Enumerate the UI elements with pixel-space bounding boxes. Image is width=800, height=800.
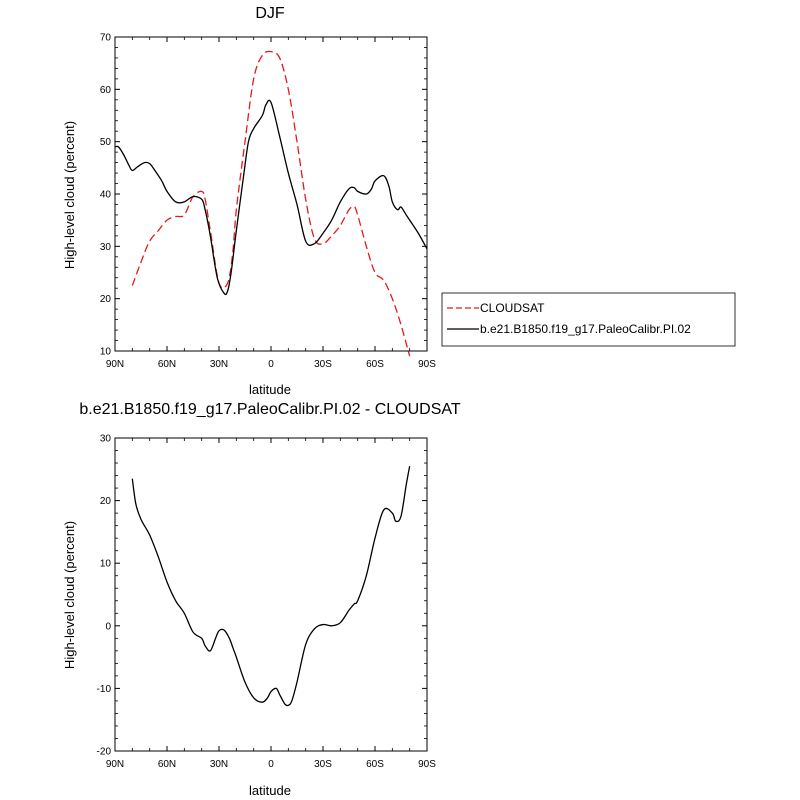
bottom-y-axis-label: High-level cloud (percent)	[62, 521, 77, 669]
top-y-tick-label: 30	[100, 242, 112, 253]
bottom-x-tick-label: 60S	[366, 759, 384, 770]
top-x-tick-label: 90N	[106, 359, 124, 370]
top-series-line-0	[131, 50, 411, 357]
bottom-y-tick-label: 30	[100, 434, 112, 445]
top-y-tick-label: 20	[100, 294, 112, 305]
bottom-y-tick-label: -20	[97, 747, 112, 758]
top-y-tick-label: 40	[100, 190, 112, 201]
top-x-tick-label: 60S	[366, 359, 384, 370]
legend-box	[441, 292, 736, 347]
legend: CLOUDSAT b.e21.B1850.f19_g17.PaleoCalibr…	[441, 292, 736, 347]
bottom-x-tick-label: 0	[268, 759, 274, 770]
bottom-series-lines	[131, 466, 411, 707]
top-x-axis-label: latitude	[249, 382, 291, 397]
bottom-series-line-0	[131, 466, 411, 707]
top-y-tick-label: 50	[100, 137, 112, 148]
bottom-y-tick-label: 20	[100, 496, 112, 507]
top-plot-frame	[114, 36, 428, 352]
bottom-x-tick-label: 90N	[106, 759, 124, 770]
top-ticks: 90N 60N 30N 0 30S 60S 90S 10 20 30 40 50 60 70	[100, 33, 436, 371]
bottom-plot-frame	[114, 437, 428, 752]
top-x-tick-label: 90S	[418, 359, 436, 370]
bottom-x-tick-label: 90S	[418, 759, 436, 770]
legend-label-cloudsat: CLOUDSAT	[480, 301, 545, 315]
bottom-x-tick-label: 30S	[314, 759, 332, 770]
top-x-tick-label: 30S	[314, 359, 332, 370]
top-y-axis-label: High-level cloud (percent)	[62, 121, 77, 269]
top-y-tick-label: 10	[100, 347, 112, 358]
top-x-tick-label: 0	[268, 359, 274, 370]
top-x-tick-label: 30N	[210, 359, 228, 370]
bottom-y-tick-label: 10	[100, 559, 112, 570]
top-y-tick-label: 60	[100, 85, 112, 96]
bottom-x-tick-label: 60N	[158, 759, 176, 770]
top-x-tick-label: 60N	[158, 359, 176, 370]
top-series-lines	[114, 50, 428, 357]
bottom-ticks: 90N 60N 30N 0 30S 60S 90S -20 -10 0 10 20 30	[97, 434, 437, 771]
bottom-chart-title: b.e21.B1850.f19_g17.PaleoCalibr.PI.02 - …	[79, 401, 460, 418]
bottom-y-tick-label: 0	[105, 621, 111, 632]
panel-top: DJF 90N 60N 30N 0 30S 60S 90S 10 20 30 40 50 60 70 la…	[62, 5, 436, 397]
top-series-line-1	[114, 99, 428, 296]
bottom-y-tick-label: -10	[97, 684, 112, 695]
bottom-x-tick-label: 30N	[210, 759, 228, 770]
panel-bottom: b.e21.B1850.f19_g17.PaleoCalibr.PI.02 - …	[62, 401, 461, 798]
legend-label-model: b.e21.B1850.f19_g17.PaleoCalibr.PI.02	[480, 322, 691, 336]
top-y-tick-label: 70	[100, 33, 112, 44]
bottom-x-axis-label: latitude	[249, 783, 291, 798]
top-chart-title: DJF	[255, 5, 285, 22]
